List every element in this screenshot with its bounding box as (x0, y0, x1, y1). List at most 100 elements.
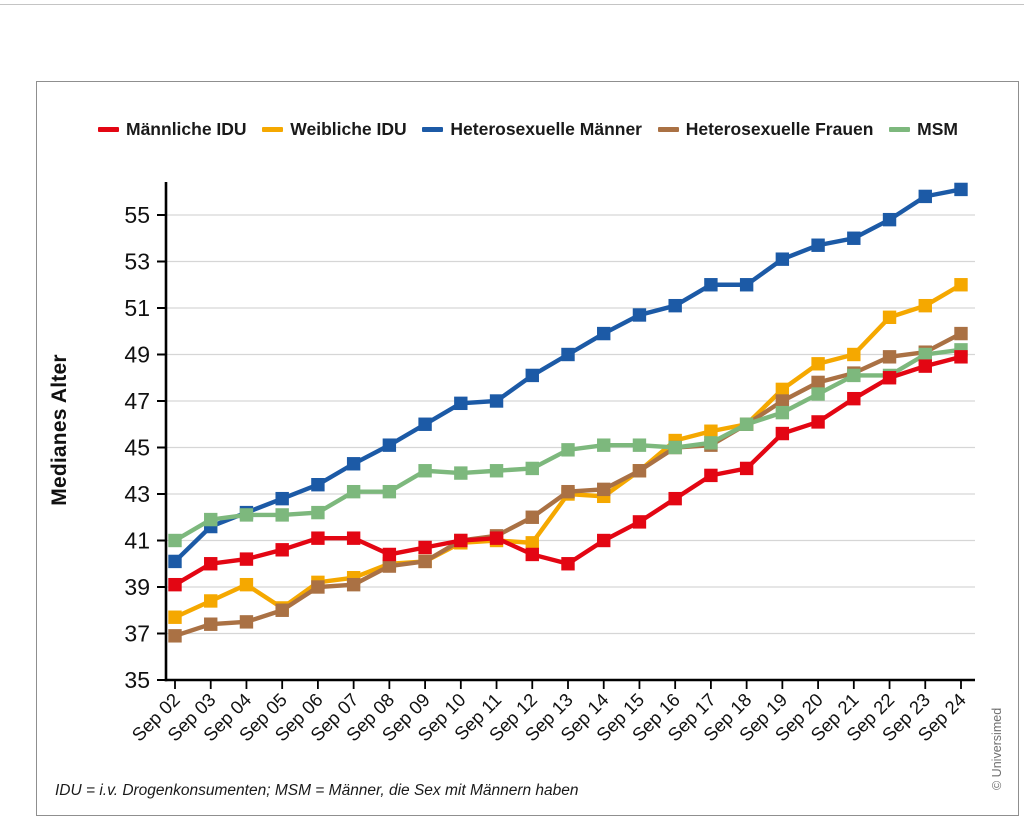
y-tick-label: 43 (124, 481, 150, 507)
data-point-marker (489, 464, 504, 478)
data-point-marker (668, 440, 682, 455)
data-point-marker (418, 417, 432, 431)
data-point-marker (418, 464, 432, 478)
data-point-marker (525, 510, 539, 524)
data-point-marker (882, 212, 897, 227)
data-point-marker (561, 443, 575, 457)
data-point-marker (204, 594, 218, 608)
data-point-marker (168, 629, 182, 643)
legend-label: Heterosexuelle Männer (450, 119, 642, 139)
data-point-marker (668, 298, 682, 313)
legend-label: MSM (917, 119, 958, 139)
y-tick-label: 37 (124, 621, 150, 647)
data-point-marker (489, 394, 504, 408)
data-point-marker (454, 533, 468, 548)
legend-label: Heterosexuelle Frauen (685, 119, 874, 139)
data-point-marker (311, 505, 325, 520)
data-point-marker (918, 347, 932, 362)
data-point-marker (597, 326, 611, 341)
data-point-marker (311, 478, 325, 492)
data-point-marker (668, 491, 682, 506)
data-point-marker (239, 508, 254, 522)
data-point-marker (346, 484, 361, 499)
data-point-marker (275, 543, 289, 557)
data-point-marker (561, 557, 575, 571)
data-point-marker (275, 603, 289, 617)
data-point-marker (454, 466, 468, 480)
legend-item-1: Männliche IDU (98, 119, 247, 140)
data-point-marker (597, 438, 611, 452)
data-point-marker (882, 310, 897, 324)
data-point-marker (418, 540, 432, 555)
data-point-marker (561, 347, 575, 362)
data-point-marker (918, 189, 932, 204)
copyright-credit: © Universimed (990, 707, 1004, 790)
series-line (173, 354, 962, 587)
data-point-marker (454, 396, 468, 411)
data-point-marker (525, 536, 539, 550)
y-tick-label: 39 (124, 574, 150, 600)
y-axis-ticks: 35 37 39 41 43 45 47 49 51 53 55 (124, 202, 166, 693)
data-point-marker (775, 426, 790, 441)
data-point-marker (704, 436, 718, 450)
legend-item-3: Heterosexuelle Männer (422, 119, 642, 140)
data-point-marker (775, 405, 790, 420)
legend-item-2: Weibliche IDU (262, 119, 407, 140)
y-tick-label: 53 (124, 249, 150, 275)
y-tick-label: 51 (124, 295, 150, 321)
data-point-marker (632, 438, 647, 452)
data-point-marker (704, 424, 718, 438)
legend-item-5: MSM (889, 119, 958, 140)
legend-marker-icon (422, 127, 444, 132)
legend-marker-icon (98, 127, 119, 132)
data-point-marker (204, 617, 218, 631)
data-point-marker (204, 512, 218, 527)
data-point-marker (525, 368, 539, 383)
data-point-marker (739, 278, 754, 292)
axes (164, 182, 975, 682)
data-point-marker (811, 357, 825, 371)
data-point-marker (704, 468, 718, 483)
data-point-marker (382, 559, 397, 573)
data-point-marker (739, 417, 754, 431)
footnote-text: IDU = i.v. Drogenkonsumenten; MSM = Männ… (55, 782, 579, 799)
data-point-marker (382, 484, 397, 499)
data-point-marker (597, 482, 611, 497)
data-point-marker (311, 580, 325, 594)
y-tick-label: 35 (124, 667, 150, 693)
data-point-marker (739, 461, 754, 476)
data-point-marker (811, 415, 825, 429)
data-point-marker (811, 375, 825, 390)
y-tick-label: 41 (124, 528, 150, 554)
data-point-marker (275, 508, 289, 522)
data-point-marker (561, 484, 575, 499)
data-point-marker (775, 252, 790, 266)
data-point-marker (418, 554, 432, 569)
data-point-marker (632, 464, 647, 478)
data-point-marker (204, 557, 218, 571)
y-tick-label: 47 (124, 388, 150, 414)
legend-label: Weibliche IDU (290, 119, 407, 139)
data-point-marker (346, 457, 361, 471)
data-point-marker (168, 610, 182, 624)
data-point-marker (954, 350, 968, 364)
data-point-marker (168, 577, 182, 592)
data-point-marker (168, 554, 182, 569)
data-point-marker (775, 394, 790, 408)
data-point-marker (382, 438, 397, 452)
data-point-marker (525, 547, 539, 562)
legend-marker-icon (262, 127, 284, 132)
data-point-marker (882, 371, 897, 385)
data-point-marker (311, 531, 325, 545)
data-point-marker (632, 515, 647, 529)
y-tick-label: 49 (124, 342, 150, 368)
data-point-marker (704, 278, 718, 292)
data-point-marker (489, 531, 504, 545)
data-point-marker (239, 577, 254, 592)
data-point-marker (525, 461, 539, 476)
legend-label: Männliche IDU (126, 119, 247, 139)
data-point-marker (168, 533, 182, 548)
legend-marker-icon (657, 127, 679, 132)
